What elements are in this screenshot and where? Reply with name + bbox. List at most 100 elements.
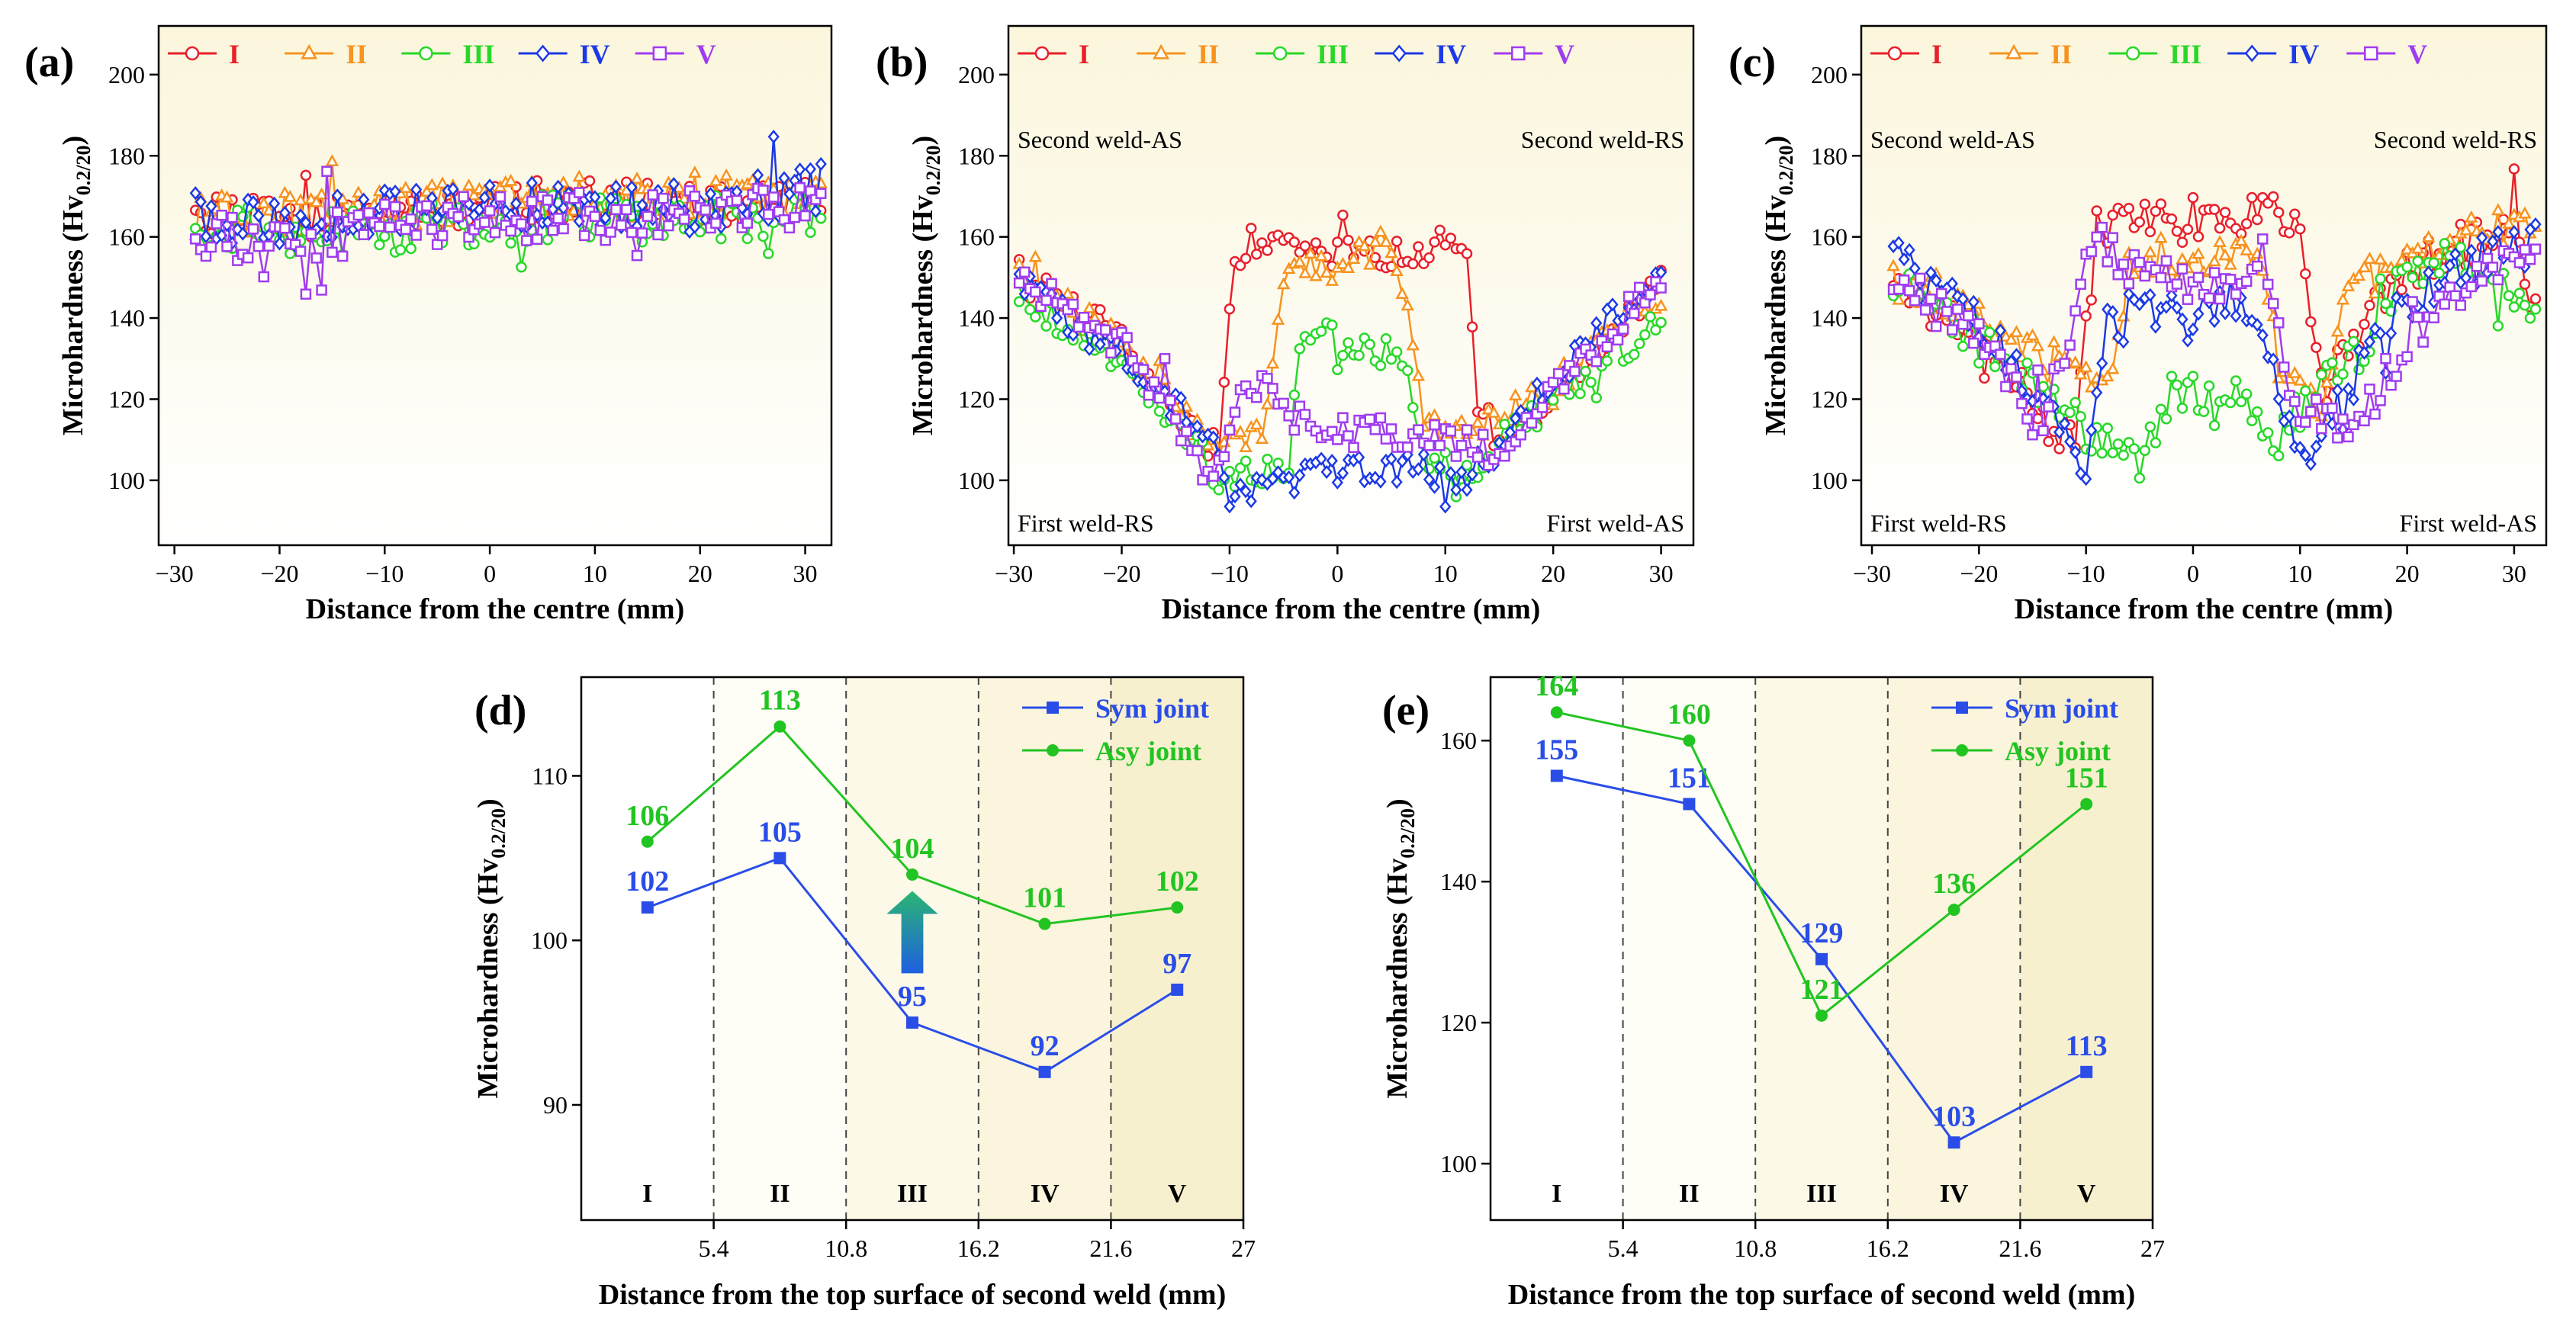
data-point-II (262, 203, 276, 216)
data-point-sym (906, 1016, 918, 1029)
data-point-V (2262, 278, 2274, 291)
data-point-II (1508, 388, 1523, 401)
legend-label-asy: Asy joint (1095, 736, 1201, 766)
data-point-II (257, 196, 271, 209)
data-point-I (2171, 225, 2183, 237)
data-point-I (2295, 223, 2306, 235)
annotation-first-weld-as: First weld-AS (2400, 509, 2537, 537)
data-point-V (2417, 336, 2429, 348)
data-point-V (405, 214, 416, 225)
data-point-V (2465, 281, 2478, 293)
legend-label-V: V (1555, 39, 1574, 69)
data-point-II (420, 185, 434, 197)
data-point-V (2380, 353, 2391, 364)
region-shade (1887, 677, 2021, 1220)
data-point-V (621, 204, 632, 216)
data-point-III (2102, 422, 2113, 434)
data-label-asy: 113 (759, 685, 801, 717)
data-point-III (2337, 368, 2349, 380)
data-point-III (763, 248, 774, 259)
legend-marker-I (1034, 46, 1050, 61)
data-point-V (2091, 231, 2102, 243)
data-point-V (1935, 287, 1947, 300)
axes-frame (157, 24, 833, 547)
data-point-II (2068, 355, 2082, 368)
y-axis-title: Microhardness (Hv0.2/20) (57, 136, 95, 435)
data-point-V (1995, 348, 2006, 360)
region-label-II: II (770, 1180, 790, 1208)
data-point-II (2502, 216, 2516, 229)
data-point-IV (1175, 390, 1187, 405)
data-point-IV (2053, 425, 2066, 439)
data-point-V (310, 252, 322, 264)
data-point-II (677, 191, 691, 204)
y-tick-label: 90 (543, 1091, 568, 1119)
data-point-V (1046, 278, 1057, 290)
legend-marker-II (2005, 43, 2022, 59)
data-point-IV (2171, 300, 2183, 315)
data-point-IV (1445, 466, 1457, 480)
data-point-III (2203, 380, 2215, 392)
data-point-sym (1947, 1136, 1960, 1149)
data-point-III (2096, 447, 2108, 459)
panel-label: (c) (1729, 39, 1776, 86)
data-point-II (1336, 256, 1350, 269)
data-point-V (2011, 371, 2022, 383)
data-point-III (1024, 303, 1036, 316)
y-axis-title: Microhardness (Hv0.2/20) (472, 798, 510, 1098)
data-point-V (1919, 304, 1931, 316)
data-point-V (2369, 408, 2381, 420)
data-point-III (2375, 273, 2386, 284)
data-point-sym (2080, 1065, 2093, 1078)
data-point-II (2330, 324, 2345, 337)
data-point-V (658, 192, 669, 204)
data-point-I (2166, 213, 2178, 225)
data-point-V (1192, 445, 1203, 457)
x-tick-label: 10 (583, 560, 607, 587)
data-point-V (478, 217, 490, 228)
data-point-II (2213, 235, 2227, 247)
region-label-II: II (1679, 1180, 1699, 1208)
data-point-IV (1455, 464, 1468, 480)
data-point-I (2053, 443, 2065, 454)
data-point-IV (189, 186, 201, 201)
data-point-sym (1683, 798, 1696, 811)
data-point-V (767, 191, 780, 203)
data-point-V (2289, 396, 2301, 407)
data-point-IV (1283, 470, 1295, 485)
data-point-III (716, 233, 727, 245)
data-point-V (2027, 429, 2038, 441)
data-point-IV (2465, 243, 2478, 258)
legend-label-III: III (462, 39, 494, 69)
data-point-III (2075, 411, 2086, 422)
y-axis-title: Microhardness (Hv0.2/20) (1381, 798, 1419, 1098)
data-point-II (1346, 252, 1361, 264)
data-point-V (458, 191, 469, 203)
data-point-IV (600, 210, 612, 226)
data-point-III (2524, 313, 2536, 324)
data-label-asy: 151 (2065, 762, 2108, 794)
data-point-I (2134, 217, 2146, 228)
data-point-V (521, 235, 532, 246)
chart-panel-d: 5.4 10.8 16.2 21.6 27 90 100 110 Distance from t… (472, 676, 1256, 1311)
data-point-I (1256, 237, 1268, 249)
data-point-V (205, 241, 217, 253)
data-point-V (200, 250, 212, 262)
data-point-V (710, 217, 722, 229)
data-point-II (220, 190, 234, 203)
x-tick-label: 20 (2395, 560, 2420, 587)
data-point-III (2316, 369, 2327, 381)
data-point-IV (626, 180, 638, 194)
data-point-III (1337, 349, 1349, 361)
x-tick-label: −20 (1102, 560, 1140, 587)
data-point-V (2182, 294, 2194, 305)
data-point-IV (389, 185, 401, 199)
data-point-V (452, 210, 465, 223)
data-point-asy (1171, 901, 1184, 914)
data-point-V (558, 223, 569, 235)
region-shade (2020, 677, 2153, 1220)
data-point-V (789, 211, 801, 223)
data-point-V (489, 226, 501, 239)
data-point-II (325, 154, 339, 167)
data-point-II (2400, 242, 2414, 255)
